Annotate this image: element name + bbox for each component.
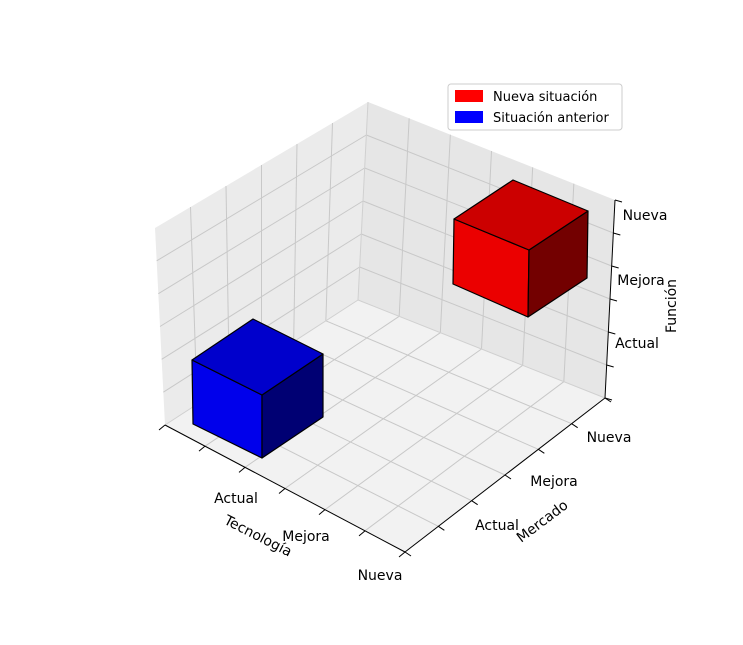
axis-tick [318,509,326,516]
axis-tick [614,199,623,203]
z-axis-title: Función [664,279,680,333]
y-tick-label: Nueva [587,430,632,446]
z-tick-label: Actual [615,336,659,352]
cube-actual [191,318,324,459]
legend-swatch-situacion-anterior [455,111,483,123]
y-tick-labels: Actual Mejora Nueva [475,430,631,534]
x-tick-label: Mejora [282,529,329,545]
axis-tick [198,445,206,452]
axis-tick [404,551,412,557]
legend-swatch-nueva-situacion [455,90,483,102]
pane-edge-floor-right [357,299,606,399]
x-tick-label: Nueva [358,568,403,584]
legend-label-situacion-anterior: Situación anterior [493,111,609,126]
y-tick-label: Actual [475,518,519,534]
axis-tick [609,298,618,302]
legend-label-nueva-situacion: Nueva situación [493,90,597,105]
legend-frame [447,83,623,131]
axis-ticks [158,199,623,558]
gridline [156,134,367,262]
axis-tick [358,530,366,537]
axis-tick [538,448,545,454]
gridline [364,381,565,532]
axis-tick [238,466,246,473]
cube-top-face [453,179,589,251]
z-tick-label: Nueva [623,208,668,224]
x-tick-labels: Actual Mejora Nueva [214,491,402,584]
axis-tick [571,423,578,429]
pane-edge-back-vertical [357,101,369,301]
x-tick-label: Actual [214,491,258,507]
bars [191,179,589,459]
axis-tick [471,500,478,506]
axis-tick [398,551,406,558]
axis-tick [504,474,512,480]
z-tick-labels: Actual Mejora Nueva [615,208,667,352]
legend: Nueva situación Situación anterior [447,83,623,131]
axis-tick [604,397,612,403]
axis-tick [606,364,614,368]
cube-top-face [191,318,324,396]
y-tick-label: Mejora [530,474,577,490]
axis-tick [158,424,166,431]
axis-tick [613,232,621,236]
axis-tick [438,525,445,531]
y-axis-title: Mercado [514,497,571,546]
axis-tick [608,331,616,335]
axis-tick [611,265,619,269]
z-tick-label: Mejora [617,273,664,289]
axis-tick [278,488,286,494]
cube-nueva [452,179,589,318]
